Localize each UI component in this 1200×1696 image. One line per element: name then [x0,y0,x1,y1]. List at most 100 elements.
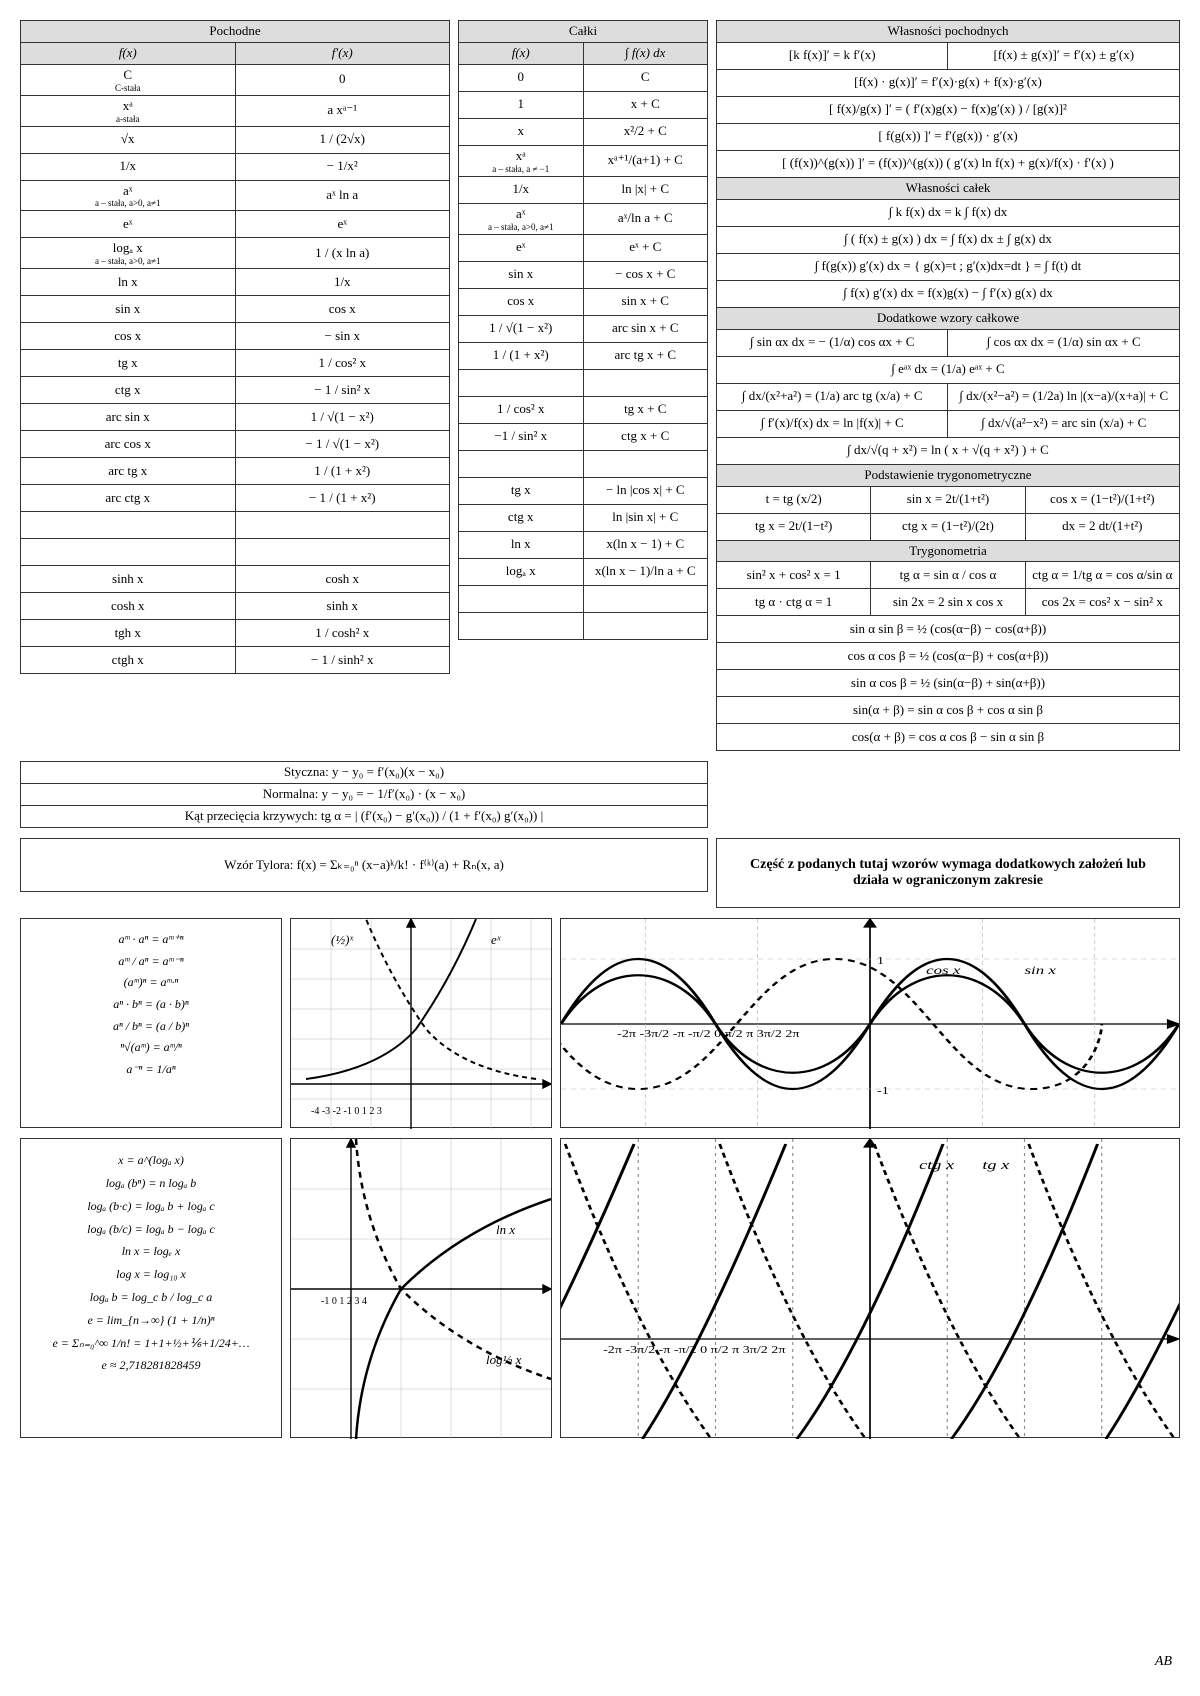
deriv-prime: aˣ ln a [235,180,450,211]
svg-text:sin x: sin x [1025,964,1057,977]
int-result: ln |x| + C [583,176,708,203]
log-identity: e ≈ 2,718281828459 [31,1354,271,1377]
svg-text:-1 0 1 2 3 4: -1 0 1 2 3 4 [321,1296,367,1307]
deriv-fn: ln x [21,269,236,296]
int-fn [459,585,584,612]
int-fn: sin x [459,261,584,288]
log-identity: logₐ (bⁿ) = n logₐ b [31,1172,271,1195]
int-result: aˣ/ln a + C [583,203,708,234]
int-result: arc sin x + C [583,315,708,342]
deriv-fn: arc sin x [21,404,236,431]
int-result: ln |sin x| + C [583,504,708,531]
taylor-formula: Wzór Tylora: f(x) = Σₖ₌₀ⁿ (x−a)ᵏ/k! · f⁽… [21,839,708,892]
deriv-fn: cosh x [21,593,236,620]
int-result: x²/2 + C [583,118,708,145]
int-fn [459,369,584,396]
log-identities: x = a^(logₐ x)logₐ (bⁿ) = n logₐ blogₐ (… [20,1138,282,1438]
int-fn: −1 / sin² x [459,423,584,450]
svg-text:1: 1 [877,955,884,966]
taylor-table: Wzór Tylora: f(x) = Σₖ₌₀ⁿ (x−a)ᵏ/k! · f⁽… [20,838,708,892]
int-result: x(ln x − 1) + C [583,531,708,558]
exp-identity: (aᵐ)ⁿ = aᵐ·ⁿ [31,972,271,994]
deriv-prime: sinh x [235,593,450,620]
deriv-fn: ctgh x [21,647,236,674]
int-result: − ln |cos x| + C [583,477,708,504]
svg-text:-4 -3 -2 -1 0 1 2 3: -4 -3 -2 -1 0 1 2 3 [311,1106,382,1117]
deriv-fn: eˣ [21,211,236,238]
deriv-prime [235,512,450,539]
svg-text:-1: -1 [877,1085,889,1096]
exp-identity: a⁻ⁿ = 1/aⁿ [31,1059,271,1081]
deriv-prime: cosh x [235,566,450,593]
deriv-fn: sinh x [21,566,236,593]
normal-formula: Normalna: y − y₀ = − 1/f′(x₀) · (x − x₀) [21,784,708,806]
log-identity: e = Σₙ₌₀^∞ 1/n! = 1+1+½+⅙+1/24+… [31,1332,271,1355]
int-fn: 0 [459,64,584,91]
int-result: sin x + C [583,288,708,315]
int-result: x(ln x − 1)/ln a + C [583,558,708,585]
deriv-prime: a xᵃ⁻¹ [235,95,450,126]
int-result: arc tg x + C [583,342,708,369]
deriv-fn: sin x [21,296,236,323]
deriv-prime: − sin x [235,323,450,350]
deriv-prime [235,539,450,566]
svg-text:ln x: ln x [496,1222,515,1237]
int-result: eˣ + C [583,234,708,261]
deriv-prime: eˣ [235,211,450,238]
derivatives-table: Pochodne f(x)f′(x) CC-stała0xᵃa-stałaa x… [20,20,450,674]
deriv-fn: CC-stała [21,64,236,95]
deriv-prime: 1 / cos² x [235,350,450,377]
svg-text:ctg x: ctg x [919,1158,954,1172]
exp-identity: ⁿ√(aᵐ) = aᵐ/ⁿ [31,1037,271,1059]
int-fn: logₐ x [459,558,584,585]
log-identity: e = lim_{n→∞} (1 + 1/n)ⁿ [31,1309,271,1332]
sincos-graph: cos x sin x -2π -3π/2 -π -π/2 0 π/2 π 3π… [560,918,1180,1128]
tangent-table: Styczna: y − y₀ = f′(x₀)(x − x₀) Normaln… [20,761,708,828]
deriv-fn: logₐ xa – stała, a>0, a≠1 [21,238,236,269]
deriv-prime: 1 / cosh² x [235,620,450,647]
deriv-prime: cos x [235,296,450,323]
int-fn: 1 [459,91,584,118]
deriv-fn: tgh x [21,620,236,647]
svg-text:-2π -3π/2 -π -π/2 0 π: -2π -3π/2 -π -π/2 0 π/2 π 3π/2 2π [617,1028,799,1039]
deriv-fn: √x [21,126,236,153]
log-identity: x = a^(logₐ x) [31,1149,271,1172]
int-fn: 1 / cos² x [459,396,584,423]
deriv-fn: 1/x [21,153,236,180]
deriv-fn: arc ctg x [21,485,236,512]
svg-text:tg x: tg x [982,1158,1009,1172]
int-fn: tg x [459,477,584,504]
deriv-fn: ctg x [21,377,236,404]
integrals-header: Całki [459,21,708,43]
derivatives-header: Pochodne [21,21,450,43]
int-result [583,369,708,396]
warning-note: Część z podanych tutaj wzorów wymaga dod… [716,838,1180,908]
int-result [583,612,708,639]
int-result: x + C [583,91,708,118]
exp-identity: aⁿ · bⁿ = (a · b)ⁿ [31,994,271,1016]
int-fn: 1/x [459,176,584,203]
deriv-prime: − 1/x² [235,153,450,180]
deriv-prime: 1 / √(1 − x²) [235,404,450,431]
int-fn: eˣ [459,234,584,261]
deriv-fn: xᵃa-stała [21,95,236,126]
deriv-prime: 1 / (x ln a) [235,238,450,269]
deriv-fn [21,512,236,539]
svg-text:cos x: cos x [926,964,961,977]
int-fn: x [459,118,584,145]
deriv-fn [21,539,236,566]
exponent-identities: aᵐ · aⁿ = aᵐ⁺ⁿaᵐ / aⁿ = aᵐ⁻ⁿ(aᵐ)ⁿ = aᵐ·ⁿ… [20,918,282,1128]
int-fn: 1 / (1 + x²) [459,342,584,369]
exp-identity: aᵐ · aⁿ = aᵐ⁺ⁿ [31,929,271,951]
angle-formula: Kąt przecięcia krzywych: tg α = | (f′(x₀… [21,806,708,828]
deriv-fn: tg x [21,350,236,377]
int-fn: xᵃa – stała, a ≠ −1 [459,145,584,176]
int-result: ctg x + C [583,423,708,450]
log-graph: ln x log½ x -1 0 1 2 3 4 [290,1138,552,1438]
deriv-prime: 0 [235,64,450,95]
int-fn: aˣa – stała, a>0, a≠1 [459,203,584,234]
tangent-formula: Styczna: y − y₀ = f′(x₀)(x − x₀) [21,762,708,784]
deriv-fn: arc cos x [21,431,236,458]
int-result: xᵃ⁺¹/(a+1) + C [583,145,708,176]
deriv-fn: aˣa – stała, a>0, a≠1 [21,180,236,211]
